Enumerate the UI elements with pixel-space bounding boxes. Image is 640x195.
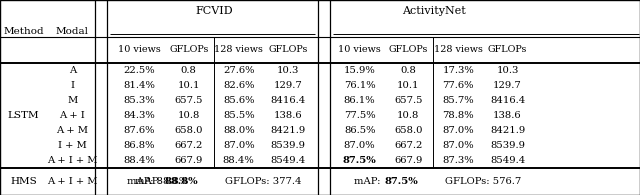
Text: mAP: 88.8%: mAP: 88.8%: [127, 177, 188, 186]
Text: GFLOPs: GFLOPs: [268, 45, 308, 54]
Text: 8416.4: 8416.4: [270, 96, 306, 105]
Text: 8539.9: 8539.9: [490, 141, 525, 150]
Text: 10.3: 10.3: [497, 66, 518, 75]
Text: 8549.4: 8549.4: [490, 156, 525, 165]
Text: 84.3%: 84.3%: [124, 111, 156, 120]
Text: 85.5%: 85.5%: [223, 111, 255, 120]
Text: 8549.4: 8549.4: [270, 156, 306, 165]
Text: 128 views: 128 views: [434, 45, 483, 54]
Text: 85.6%: 85.6%: [223, 96, 255, 105]
Text: ActivityNet: ActivityNet: [402, 6, 465, 16]
Text: FCVID: FCVID: [195, 6, 232, 16]
Text: 658.0: 658.0: [394, 126, 422, 135]
Text: 22.5%: 22.5%: [124, 66, 156, 75]
Text: 657.5: 657.5: [175, 96, 203, 105]
Text: 10 views: 10 views: [118, 45, 161, 54]
Text: 657.5: 657.5: [394, 96, 422, 105]
Text: M: M: [67, 96, 77, 105]
Text: 77.6%: 77.6%: [442, 81, 474, 90]
Text: 658.0: 658.0: [175, 126, 203, 135]
Text: 667.2: 667.2: [175, 141, 203, 150]
Text: 0.8: 0.8: [181, 66, 196, 75]
Text: 85.3%: 85.3%: [124, 96, 156, 105]
Text: 87.3%: 87.3%: [442, 156, 474, 165]
Text: I + M: I + M: [58, 141, 86, 150]
Text: 88.4%: 88.4%: [223, 156, 255, 165]
Text: GFLOPs: GFLOPs: [488, 45, 527, 54]
Text: 86.1%: 86.1%: [344, 96, 376, 105]
Text: 82.6%: 82.6%: [223, 81, 255, 90]
Text: 10.8: 10.8: [397, 111, 419, 120]
Text: 88.4%: 88.4%: [124, 156, 156, 165]
Text: 10.3: 10.3: [277, 66, 299, 75]
Text: 8539.9: 8539.9: [271, 141, 305, 150]
Text: 138.6: 138.6: [493, 111, 522, 120]
Text: 88.0%: 88.0%: [223, 126, 255, 135]
Text: 17.3%: 17.3%: [442, 66, 474, 75]
Text: 8416.4: 8416.4: [490, 96, 525, 105]
Text: 87.6%: 87.6%: [124, 126, 156, 135]
Text: LSTM: LSTM: [8, 111, 40, 120]
Text: 76.1%: 76.1%: [344, 81, 376, 90]
Text: 667.9: 667.9: [175, 156, 203, 165]
Text: 10.1: 10.1: [177, 81, 200, 90]
Text: 87.0%: 87.0%: [442, 141, 474, 150]
Text: A + I: A + I: [60, 111, 85, 120]
Text: 8421.9: 8421.9: [270, 126, 306, 135]
Text: 81.4%: 81.4%: [124, 81, 156, 90]
Text: A + I + M: A + I + M: [47, 156, 97, 165]
Text: 88.8%: 88.8%: [164, 177, 198, 186]
Text: 667.9: 667.9: [394, 156, 422, 165]
Text: 85.7%: 85.7%: [442, 96, 474, 105]
Text: GFLOPs: 377.4: GFLOPs: 377.4: [225, 177, 301, 186]
Text: 15.9%: 15.9%: [344, 66, 376, 75]
Text: 10.1: 10.1: [397, 81, 420, 90]
Text: mAP:: mAP:: [134, 177, 164, 186]
Text: 10 views: 10 views: [339, 45, 381, 54]
Text: 87.0%: 87.0%: [344, 141, 376, 150]
Text: GFLOPs: 576.7: GFLOPs: 576.7: [445, 177, 521, 186]
Text: Modal: Modal: [56, 27, 89, 36]
Text: 86.5%: 86.5%: [344, 126, 376, 135]
Text: 667.2: 667.2: [394, 141, 422, 150]
Text: GFLOPs: GFLOPs: [169, 45, 209, 54]
Text: 0.8: 0.8: [401, 66, 416, 75]
Text: 129.7: 129.7: [274, 81, 302, 90]
Text: 87.5%: 87.5%: [343, 156, 376, 165]
Text: A: A: [68, 66, 76, 75]
Text: 87.5%: 87.5%: [384, 177, 418, 186]
Text: A + I + M: A + I + M: [47, 177, 97, 186]
Text: 10.8: 10.8: [178, 111, 200, 120]
Text: 8421.9: 8421.9: [490, 126, 525, 135]
Text: 138.6: 138.6: [274, 111, 302, 120]
Text: 77.5%: 77.5%: [344, 111, 376, 120]
Text: 87.0%: 87.0%: [442, 126, 474, 135]
Text: 87.0%: 87.0%: [223, 141, 255, 150]
Text: A + M: A + M: [56, 126, 88, 135]
Text: 27.6%: 27.6%: [223, 66, 255, 75]
Text: 128 views: 128 views: [214, 45, 263, 54]
Text: I: I: [70, 81, 74, 90]
Text: Method: Method: [3, 27, 44, 36]
Text: GFLOPs: GFLOPs: [388, 45, 428, 54]
Text: 78.8%: 78.8%: [442, 111, 474, 120]
Text: HMS: HMS: [10, 177, 37, 186]
Text: 129.7: 129.7: [493, 81, 522, 90]
Text: mAP:: mAP:: [355, 177, 384, 186]
Text: 86.8%: 86.8%: [124, 141, 156, 150]
